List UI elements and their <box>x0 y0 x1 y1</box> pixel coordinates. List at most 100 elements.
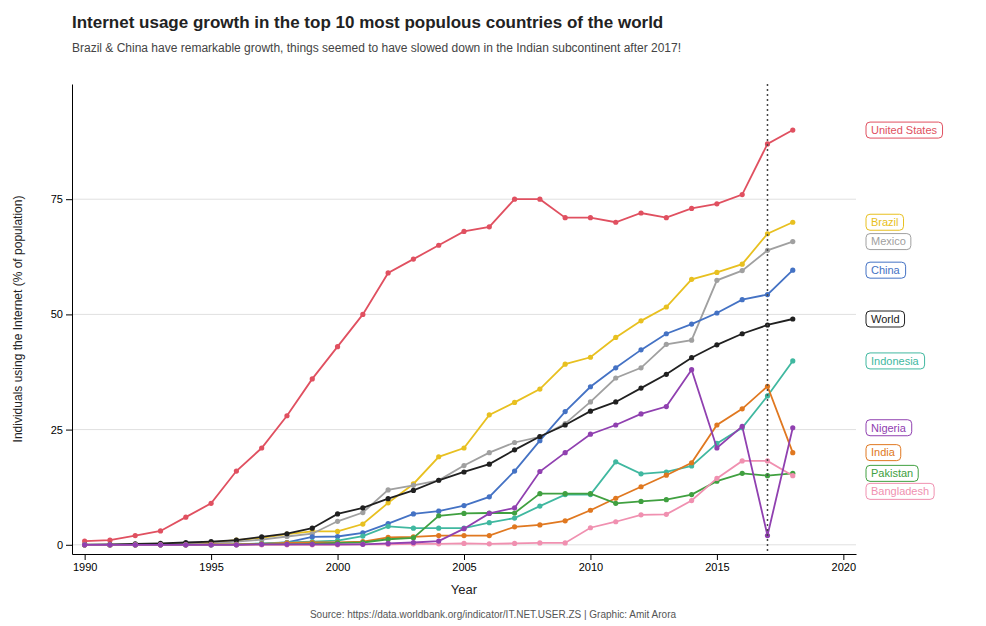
series <box>82 358 795 547</box>
series-label-text: China <box>871 264 901 276</box>
x-tick-line <box>843 554 844 560</box>
point <box>133 542 138 547</box>
point <box>234 542 239 547</box>
point <box>183 515 188 520</box>
y-tick-label: 75 <box>51 193 63 205</box>
point <box>664 304 669 309</box>
point <box>588 355 593 360</box>
point <box>158 542 163 547</box>
x-tick: 2010 <box>579 554 603 573</box>
point <box>664 404 669 409</box>
point <box>461 541 466 546</box>
point <box>133 542 138 547</box>
point <box>107 542 112 547</box>
point <box>563 491 568 496</box>
point <box>208 542 213 547</box>
point <box>386 496 391 501</box>
point <box>436 454 441 459</box>
series-label-box <box>866 311 905 327</box>
x-tick: 2005 <box>452 554 476 573</box>
point <box>411 540 416 545</box>
x-tick-label: 2020 <box>832 561 856 573</box>
point <box>689 367 694 372</box>
point <box>487 224 492 229</box>
point <box>335 529 340 534</box>
point <box>537 503 542 508</box>
series-label: Bangladesh <box>866 483 934 499</box>
point <box>360 521 365 526</box>
point <box>487 450 492 455</box>
point <box>689 321 694 326</box>
x-tick-label: 2015 <box>705 561 729 573</box>
point <box>638 512 643 517</box>
point <box>638 318 643 323</box>
point <box>638 471 643 476</box>
point <box>613 459 618 464</box>
point <box>664 215 669 220</box>
point <box>386 542 391 547</box>
point <box>234 542 239 547</box>
point <box>537 434 542 439</box>
x-tick-line <box>85 554 86 560</box>
point <box>461 469 466 474</box>
point <box>740 458 745 463</box>
point <box>563 540 568 545</box>
point <box>386 487 391 492</box>
point <box>436 478 441 483</box>
point <box>158 542 163 547</box>
point <box>512 197 517 202</box>
point <box>638 210 643 215</box>
point <box>613 519 618 524</box>
point <box>689 206 694 211</box>
point <box>386 524 391 529</box>
x-tick: 2000 <box>326 554 350 573</box>
x-tick-label: 2010 <box>579 561 603 573</box>
point <box>82 542 87 547</box>
x-tick-label: 2005 <box>452 561 476 573</box>
series-line <box>85 319 793 545</box>
point <box>360 542 365 547</box>
point <box>588 215 593 220</box>
point <box>563 362 568 367</box>
y-tick-line <box>66 314 72 315</box>
point <box>563 518 568 523</box>
point <box>461 463 466 468</box>
y-tick-line <box>66 430 72 431</box>
x-tick-line <box>338 554 339 560</box>
point <box>512 524 517 529</box>
point <box>360 510 365 515</box>
point <box>310 542 315 547</box>
point <box>740 297 745 302</box>
point <box>411 488 416 493</box>
point <box>790 316 795 321</box>
point <box>158 542 163 547</box>
x-tick-line <box>211 554 212 560</box>
marks <box>82 84 795 554</box>
series-label-text: Pakistan <box>871 467 913 479</box>
point <box>411 526 416 531</box>
point <box>714 310 719 315</box>
point <box>487 412 492 417</box>
point <box>613 496 618 501</box>
point <box>563 215 568 220</box>
point <box>234 468 239 473</box>
point <box>714 201 719 206</box>
point <box>234 542 239 547</box>
point <box>107 542 112 547</box>
point <box>537 522 542 527</box>
point <box>158 542 163 547</box>
y-tick: 0 <box>57 539 72 551</box>
point <box>411 483 416 488</box>
point <box>563 492 568 497</box>
point <box>563 409 568 414</box>
grid <box>72 199 856 545</box>
point <box>613 365 618 370</box>
source: Source: https://data.worldbank.org/indic… <box>310 609 677 620</box>
point <box>335 511 340 516</box>
point <box>613 335 618 340</box>
point <box>82 542 87 547</box>
point <box>411 511 416 516</box>
point <box>588 525 593 530</box>
point <box>436 526 441 531</box>
x-tick: 1995 <box>199 554 223 573</box>
